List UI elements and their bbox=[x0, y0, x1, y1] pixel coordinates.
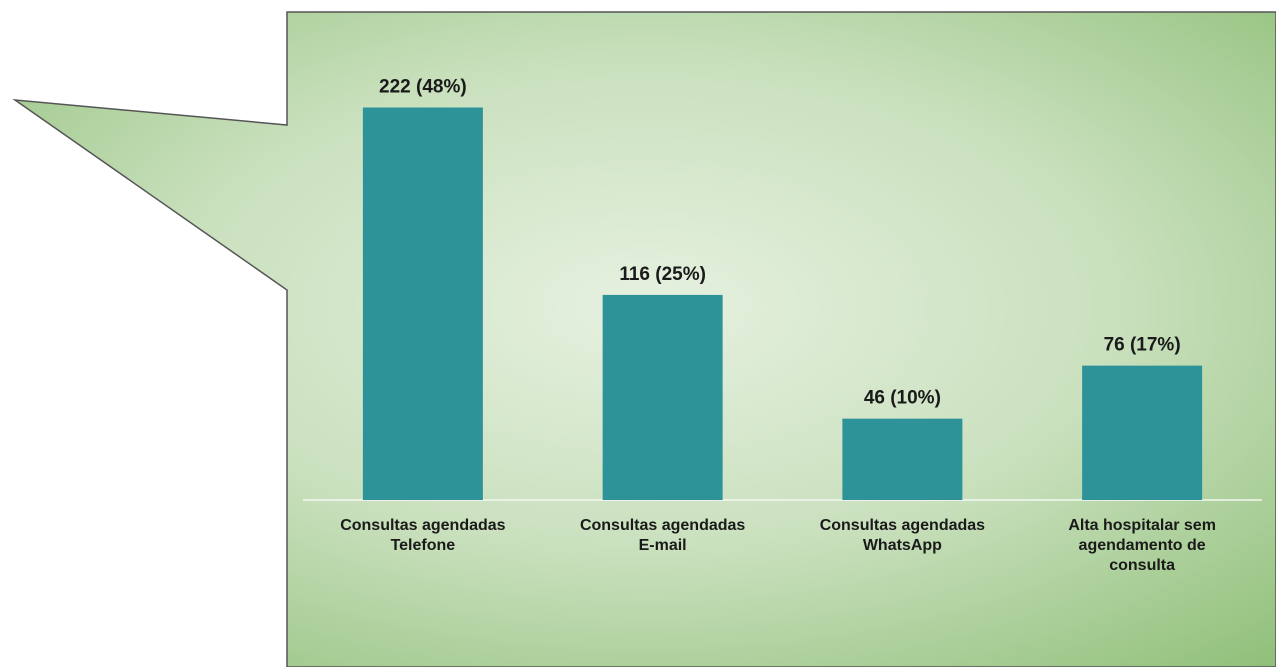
x-tick-label: Consultas agendadas bbox=[580, 517, 745, 534]
x-tick-label: Consultas agendadas bbox=[340, 517, 505, 534]
value-label: 76 (17%) bbox=[1104, 335, 1181, 356]
x-tick-label: Consultas agendadas bbox=[820, 517, 985, 534]
bar bbox=[602, 294, 723, 500]
x-tick-label: Alta hospitalar sem bbox=[1068, 517, 1216, 534]
x-tick-label: agendamento de bbox=[1079, 537, 1206, 554]
x-tick-label: Telefone bbox=[391, 537, 456, 554]
x-tick-label: consulta bbox=[1109, 557, 1175, 574]
bar bbox=[842, 418, 963, 500]
x-tick-label: E-mail bbox=[639, 537, 687, 554]
value-label: 222 (48%) bbox=[379, 77, 467, 98]
bar bbox=[362, 107, 483, 500]
bar bbox=[1082, 365, 1203, 500]
x-tick-label: WhatsApp bbox=[863, 537, 942, 554]
value-label: 116 (25%) bbox=[619, 264, 706, 285]
value-label: 46 (10%) bbox=[864, 388, 941, 409]
